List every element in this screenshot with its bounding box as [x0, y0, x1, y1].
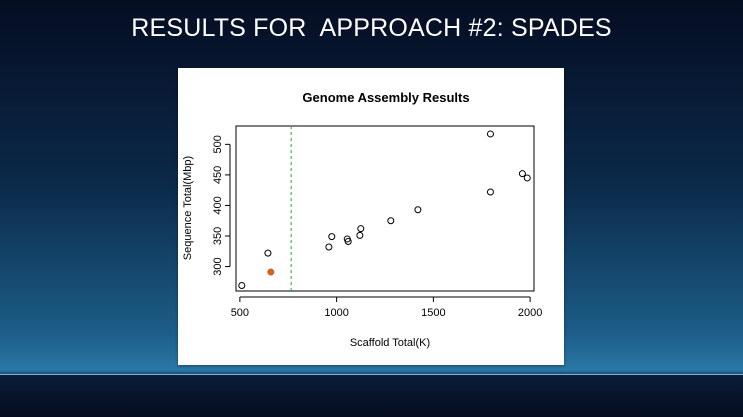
- y-tick-label: 500: [212, 135, 224, 153]
- slide-title: RESULTS FOR APPROACH #2: SPADES: [131, 14, 612, 42]
- x-axis-label: Scaffold Total(K): [350, 337, 430, 349]
- data-point: [325, 243, 333, 251]
- data-point: [387, 217, 395, 225]
- data-point: [523, 174, 531, 182]
- data-point: [357, 225, 365, 233]
- data-point: [486, 188, 494, 196]
- data-point: [238, 282, 246, 289]
- chart-card: Genome Assembly Results 500 1000 1500 2000 …: [178, 68, 564, 365]
- data-point: [356, 231, 364, 239]
- y-axis: 300 350 400 450 500: [212, 135, 231, 276]
- plot-frame: [235, 125, 535, 292]
- y-tick-label: 300: [212, 257, 224, 275]
- data-point: [328, 233, 336, 241]
- y-axis-label: Sequence Total(Mbp): [182, 156, 194, 260]
- x-tick-label: 2000: [518, 307, 542, 319]
- y-tick-label: 350: [212, 227, 224, 245]
- y-tick-label: 400: [212, 196, 224, 214]
- x-axis: 500 1000 1500 2000: [231, 296, 542, 319]
- data-point: [486, 130, 494, 138]
- x-tick-label: 1000: [324, 307, 348, 319]
- y-tick-label: 450: [212, 166, 224, 184]
- highlighted-point: [267, 268, 275, 276]
- x-tick-label: 500: [231, 307, 249, 319]
- data-point: [518, 170, 526, 178]
- scatter-chart: Genome Assembly Results 500 1000 1500 2000 …: [182, 90, 542, 349]
- footer-band: [0, 374, 743, 417]
- data-point: [414, 206, 422, 214]
- data-point: [264, 249, 272, 257]
- x-tick-label: 1500: [421, 307, 445, 319]
- data-points: [238, 126, 531, 291]
- chart-title: Genome Assembly Results: [302, 90, 469, 105]
- data-point: [344, 238, 352, 245]
